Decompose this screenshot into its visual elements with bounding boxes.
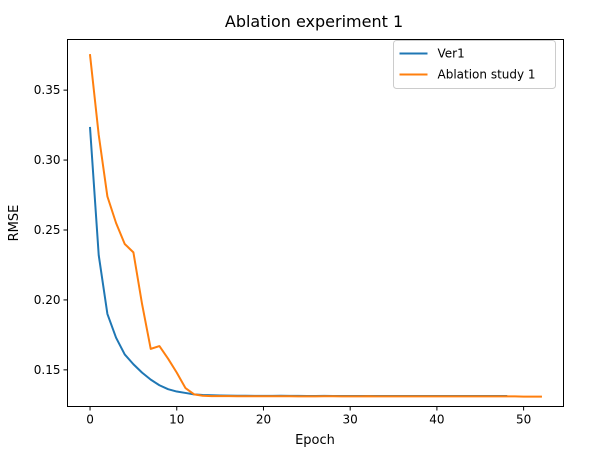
x-axis: 0 10 20 30 40 50 bbox=[86, 406, 531, 427]
axes-frame bbox=[67, 39, 564, 407]
y-tick-label: 0.30 bbox=[34, 153, 61, 167]
plot-area: 0 10 20 30 40 50 0.15 0.20 0.25 0.30 0.35 bbox=[34, 39, 564, 427]
y-axis: 0.15 0.20 0.25 0.30 0.35 bbox=[34, 83, 68, 377]
chart-title: Ablation experiment 1 bbox=[225, 12, 403, 31]
x-tick-label: 30 bbox=[343, 413, 358, 427]
x-tick-label: 20 bbox=[256, 413, 271, 427]
y-tick-label: 0.35 bbox=[34, 83, 61, 97]
legend: Ver1 Ablation study 1 bbox=[393, 40, 556, 89]
y-tick-label: 0.20 bbox=[34, 293, 61, 307]
series-line-2 bbox=[88, 54, 542, 398]
x-tick-label: 0 bbox=[86, 413, 94, 427]
x-tick-label: 50 bbox=[516, 413, 531, 427]
y-tick-label: 0.25 bbox=[34, 223, 61, 237]
y-tick-label: 0.15 bbox=[34, 363, 61, 377]
x-tick-label: 10 bbox=[169, 413, 184, 427]
legend-label-2: Ablation study 1 bbox=[438, 68, 536, 82]
series-lines bbox=[88, 54, 542, 398]
legend-label-1: Ver1 bbox=[438, 47, 465, 61]
legend-box bbox=[393, 40, 556, 89]
x-axis-label: Epoch bbox=[295, 433, 335, 448]
x-tick-label: 40 bbox=[429, 413, 444, 427]
y-axis-label: RMSE bbox=[7, 205, 22, 242]
